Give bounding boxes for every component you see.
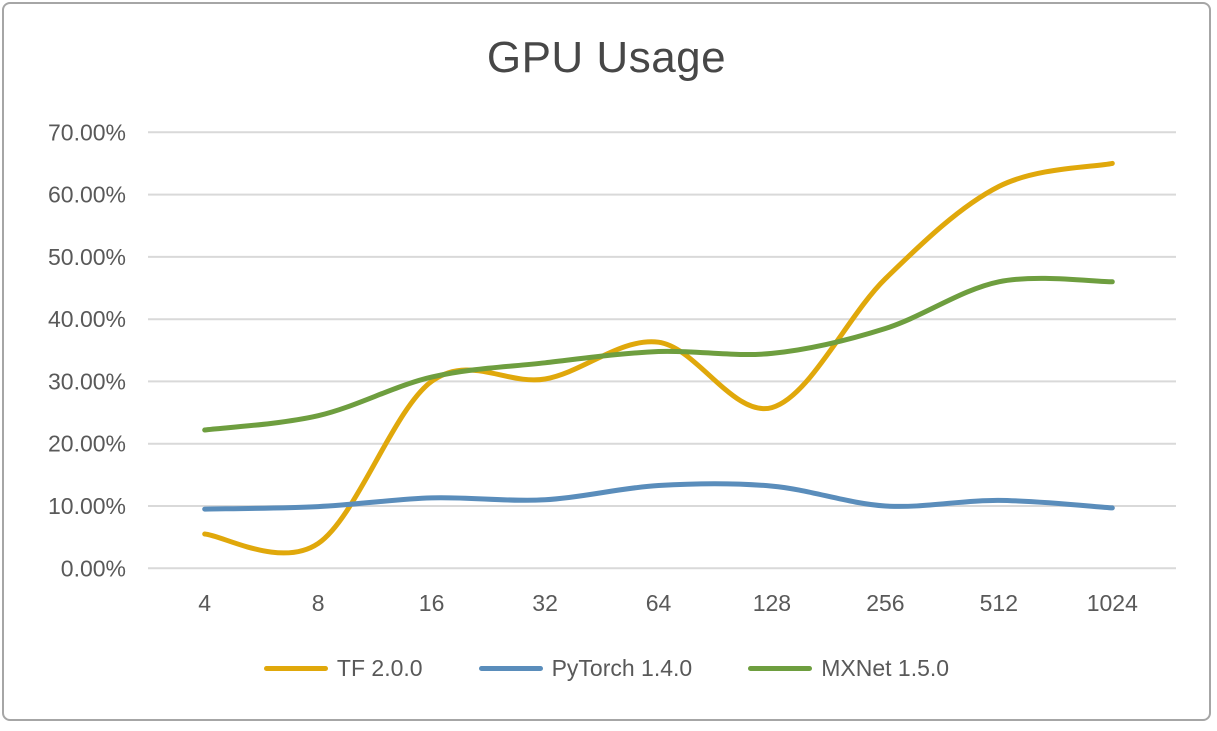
x-tick-label: 1024	[1087, 590, 1138, 616]
y-tick-label: 20.00%	[48, 431, 126, 457]
legend-label: TF 2.0.0	[336, 654, 423, 681]
y-tick-label: 10.00%	[48, 493, 126, 519]
legend-swatch	[748, 665, 813, 671]
x-tick-label: 16	[419, 590, 445, 616]
x-tick-label: 32	[532, 590, 558, 616]
x-tick-label: 64	[646, 590, 672, 616]
y-tick-label: 70.00%	[48, 119, 126, 145]
x-tick-label: 128	[753, 590, 791, 616]
legend: TF 2.0.0 PyTorch 1.4.0 MXNet 1.5.0	[4, 647, 1209, 689]
x-tick-label: 8	[312, 590, 325, 616]
y-tick-label: 60.00%	[48, 182, 126, 208]
x-tick-label: 256	[866, 590, 904, 616]
legend-item: TF 2.0.0	[263, 654, 423, 682]
legend-label: PyTorch 1.4.0	[551, 654, 693, 681]
series-line-mxnet-1-5-0	[202, 275, 1115, 433]
chart-frame: GPU Usage 0.00% 10.00% 20.00% 30.00% 40.00% 5…	[2, 2, 1211, 721]
y-tick-label: 30.00%	[48, 368, 126, 394]
legend-swatch	[263, 665, 328, 671]
y-tick-label: 40.00%	[48, 306, 126, 332]
x-tick-label: 4	[198, 590, 211, 616]
y-tick-label: 0.00%	[61, 555, 126, 581]
legend-item: MXNet 1.5.0	[748, 655, 949, 682]
x-tick-label: 512	[980, 590, 1018, 616]
legend-swatch	[478, 665, 543, 671]
series-line-pytorch-1-4-0	[202, 481, 1115, 512]
legend-label: MXNet 1.5.0	[821, 654, 950, 681]
chart-title: GPU Usage	[486, 33, 727, 82]
y-tick-label: 50.00%	[48, 244, 126, 270]
plot-area: 0.00% 10.00% 20.00% 30.00% 40.00% 50.00% 60.00…	[48, 119, 1176, 616]
series-line-tf-2-0-0	[202, 160, 1115, 556]
legend-item: PyTorch 1.4.0	[478, 654, 693, 682]
